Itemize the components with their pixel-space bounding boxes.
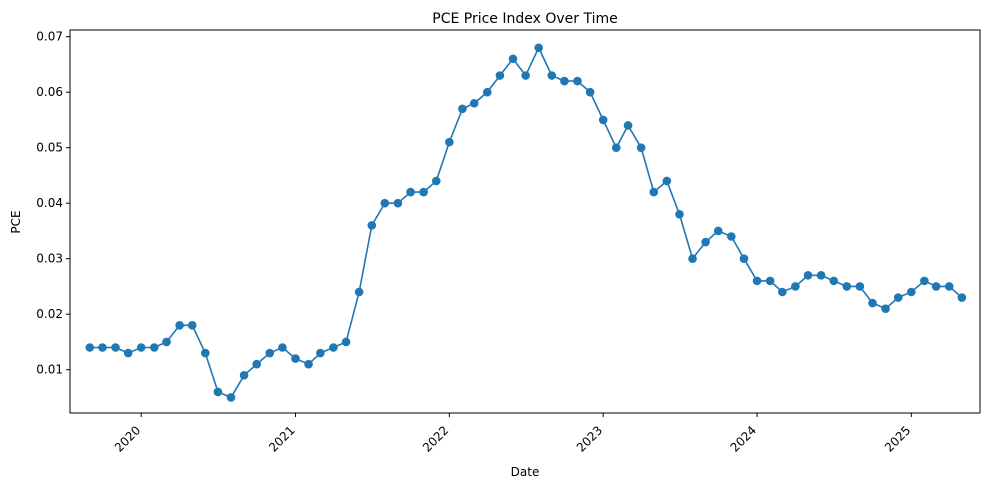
data-point xyxy=(316,348,325,358)
data-point xyxy=(623,121,633,130)
y-axis: 0.01 0.02 0.03 0.04 0.05 0.06 0.07 xyxy=(36,30,70,377)
y-tick-label: 0.06 xyxy=(36,85,63,99)
data-point xyxy=(573,76,582,86)
data-point xyxy=(458,104,467,114)
data-point xyxy=(213,387,223,397)
y-tick-label: 0.02 xyxy=(36,307,63,321)
y-tick-label: 0.01 xyxy=(36,363,63,377)
x-tick-label: 2022 xyxy=(420,423,451,454)
data-point xyxy=(187,321,197,330)
data-point xyxy=(803,271,813,280)
data-point xyxy=(816,271,826,280)
plot-frame xyxy=(69,29,981,414)
data-point xyxy=(406,187,415,197)
data-point xyxy=(495,71,505,80)
data-point xyxy=(920,276,929,286)
data-point xyxy=(739,254,749,263)
data-point xyxy=(431,176,441,186)
data-point xyxy=(508,54,518,64)
data-point xyxy=(957,293,967,302)
data-point xyxy=(201,348,210,358)
series-line xyxy=(89,45,963,399)
data-point xyxy=(829,276,839,286)
x-tick-label: 2020 xyxy=(112,423,143,454)
data-point xyxy=(791,282,800,291)
data-point xyxy=(354,287,364,297)
data-point xyxy=(907,287,916,297)
data-point xyxy=(585,87,595,97)
data-point xyxy=(855,282,865,291)
data-point xyxy=(123,348,133,358)
data-point xyxy=(560,76,569,86)
x-tick-label: 2023 xyxy=(574,423,605,454)
data-point xyxy=(688,254,697,263)
plot-area xyxy=(85,43,967,402)
data-point xyxy=(278,343,287,352)
data-point xyxy=(175,321,184,330)
data-point xyxy=(85,343,95,352)
data-point xyxy=(675,209,684,219)
data-point xyxy=(380,198,390,208)
data-point xyxy=(521,71,530,80)
data-point xyxy=(944,282,954,291)
data-point xyxy=(252,359,262,369)
y-axis-label: PCE xyxy=(9,210,23,233)
data-point xyxy=(636,143,646,152)
y-tick-label: 0.03 xyxy=(36,252,63,266)
data-point xyxy=(482,87,492,97)
data-point xyxy=(778,287,787,297)
x-axis: 2020 2021 2022 2023 2024 2025 xyxy=(112,413,913,455)
data-point xyxy=(713,226,723,236)
x-tick-label: 2021 xyxy=(266,423,297,454)
data-point xyxy=(265,348,275,358)
data-point xyxy=(419,187,428,197)
data-point xyxy=(881,304,890,313)
data-point xyxy=(547,71,557,80)
data-point xyxy=(226,393,236,402)
data-point xyxy=(893,293,903,302)
x-axis-label: Date xyxy=(511,465,540,479)
data-point xyxy=(727,232,736,241)
data-point xyxy=(111,343,120,352)
x-tick-label: 2025 xyxy=(882,423,913,454)
y-tick-label: 0.05 xyxy=(36,141,63,155)
data-point xyxy=(239,370,249,380)
data-point xyxy=(150,343,159,352)
data-point xyxy=(611,143,621,152)
data-point xyxy=(868,298,877,308)
data-point xyxy=(662,176,672,186)
x-tick-label: 2024 xyxy=(728,423,759,454)
data-point xyxy=(701,237,710,247)
data-point xyxy=(765,276,775,286)
data-point xyxy=(534,43,543,53)
data-point xyxy=(304,359,313,369)
y-tick-label: 0.07 xyxy=(36,30,63,44)
data-point xyxy=(136,343,146,352)
data-point xyxy=(291,354,300,363)
data-point xyxy=(931,282,941,291)
chart-title: PCE Price Index Over Time xyxy=(432,11,618,27)
data-point xyxy=(842,282,852,291)
data-point xyxy=(162,337,171,347)
data-point xyxy=(469,98,479,108)
data-point xyxy=(598,115,608,125)
data-point xyxy=(367,221,377,230)
data-point xyxy=(649,187,659,197)
data-point xyxy=(445,137,454,147)
data-point xyxy=(341,337,351,347)
data-point xyxy=(752,276,762,286)
data-point xyxy=(98,343,107,352)
y-tick-label: 0.04 xyxy=(36,196,63,210)
data-point xyxy=(329,343,338,352)
data-point xyxy=(393,198,403,208)
